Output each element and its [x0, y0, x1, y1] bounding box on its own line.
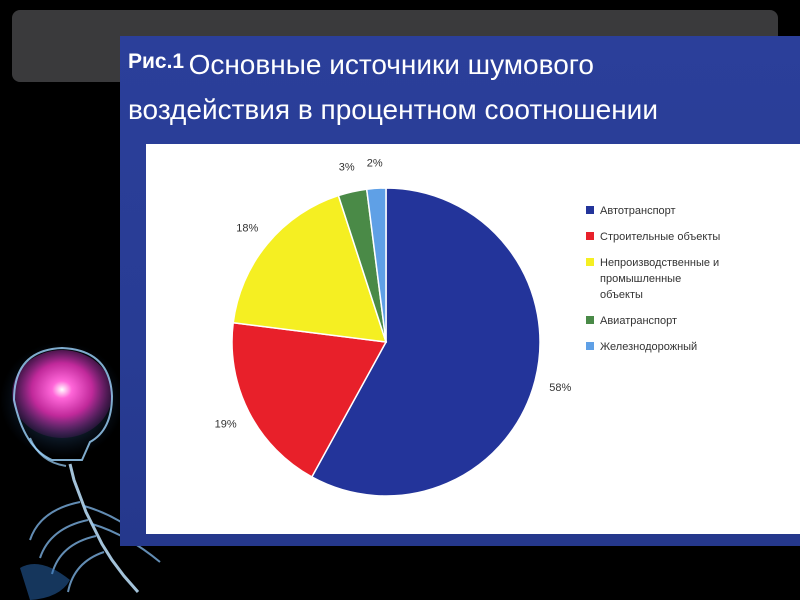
slice-percent-label-5: 2%	[367, 157, 383, 169]
pie-slice-3	[232, 194, 388, 343]
legend-label-1: Автотранспорт	[600, 205, 676, 217]
pie-chart: 58% 19% 18% 3% 2% Автотранспорт Строительные о…	[215, 157, 720, 497]
brain-shape	[12, 350, 112, 438]
legend-swatch-1	[586, 206, 594, 214]
title-line-2: воздействия в процентном соотношении	[128, 94, 658, 125]
legend-label-4: Авиатранспорт	[600, 315, 677, 327]
slice-percent-label-3: 18%	[236, 222, 258, 234]
slice-percent-label-4: 3%	[339, 161, 355, 173]
figure-label: Рис.1	[128, 50, 185, 73]
pie-slice-2	[231, 321, 388, 478]
legend-swatch-2	[586, 232, 594, 240]
pie-slice-5	[365, 187, 387, 343]
chart-panel: 58% 19% 18% 3% 2% Автотранспорт Строительные о…	[146, 144, 800, 534]
jaw-outline	[29, 437, 67, 467]
shoulder-blade	[20, 564, 70, 600]
spine	[68, 463, 140, 593]
pie-slice-1	[310, 187, 541, 497]
legend-label-3: Непроизводственные и промышленные объекты	[600, 257, 719, 301]
legend-swatch-4	[586, 316, 594, 324]
legend-swatch-5	[586, 342, 594, 350]
slice-percent-label-2: 19%	[215, 419, 237, 431]
legend-label-2: Строительные объекты	[600, 231, 720, 243]
legend-label-5: Железнодорожный	[600, 341, 697, 353]
title-line-1: Основные источники шумового	[188, 49, 594, 80]
slice-percent-label-1: 58%	[549, 382, 571, 394]
slide: Рис.1 Основные источники шумового воздей…	[120, 36, 800, 546]
legend-swatch-3	[586, 258, 594, 266]
brain-skeleton-illustration	[0, 342, 161, 600]
slide-title: Рис.1 Основные источники шумового воздей…	[128, 42, 800, 135]
